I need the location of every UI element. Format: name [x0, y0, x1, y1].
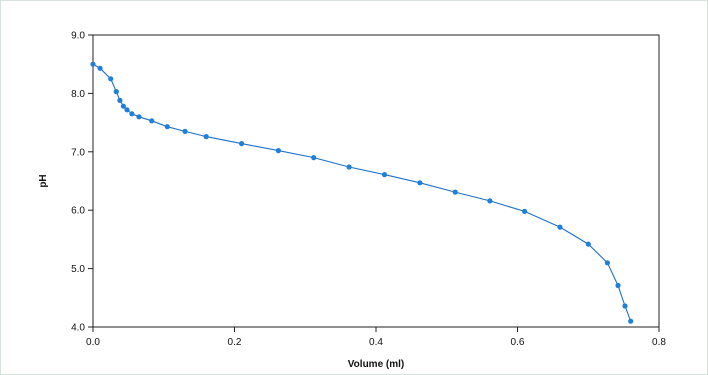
data-point [164, 124, 170, 130]
data-point [120, 103, 126, 109]
data-point [149, 118, 155, 124]
data-point [615, 282, 621, 289]
x-axis-ticks: 0.0 0.2 0.4 0.6 0.8 [86, 327, 666, 348]
data-point [239, 141, 245, 147]
data-point [381, 172, 388, 178]
data-point [622, 303, 628, 309]
x-tick-label: 0.0 [86, 337, 100, 348]
x-axis-label: Volume (ml) [348, 359, 404, 370]
y-tick-label: 4.0 [71, 323, 85, 334]
data-point [585, 241, 591, 247]
y-tick-label: 7.0 [71, 147, 85, 158]
y-tick-label: 5.0 [71, 264, 85, 275]
data-point [557, 224, 563, 230]
plot-area [92, 34, 660, 328]
data-point [90, 61, 96, 67]
data-point [275, 148, 281, 154]
data-point [203, 134, 209, 140]
data-point [311, 155, 317, 161]
y-axis-ticks: 4.0 5.0 6.0 7.0 8.0 9.0 [71, 31, 93, 334]
data-point [604, 260, 611, 266]
series-points [90, 61, 634, 324]
data-point [113, 89, 119, 95]
data-point [97, 65, 103, 71]
y-tick-label: 9.0 [71, 31, 85, 42]
data-point [182, 128, 188, 134]
data-point [346, 164, 352, 170]
data-point [522, 208, 528, 214]
data-point [452, 189, 458, 195]
x-tick-label: 0.6 [511, 337, 525, 348]
x-tick-label: 0.2 [228, 337, 242, 348]
y-tick-label: 8.0 [71, 89, 85, 100]
data-point [129, 111, 135, 117]
series-line [92, 63, 632, 322]
data-point [117, 97, 123, 103]
x-tick-label: 0.4 [369, 337, 383, 348]
data-point [487, 198, 493, 204]
x-tick-label: 0.8 [652, 337, 666, 348]
y-axis-label: pH [38, 174, 49, 187]
data-point [417, 180, 423, 186]
data-point [124, 107, 130, 113]
data-point [628, 318, 634, 324]
data-point [108, 76, 114, 82]
y-tick-label: 6.0 [71, 206, 85, 217]
data-point [136, 114, 142, 120]
